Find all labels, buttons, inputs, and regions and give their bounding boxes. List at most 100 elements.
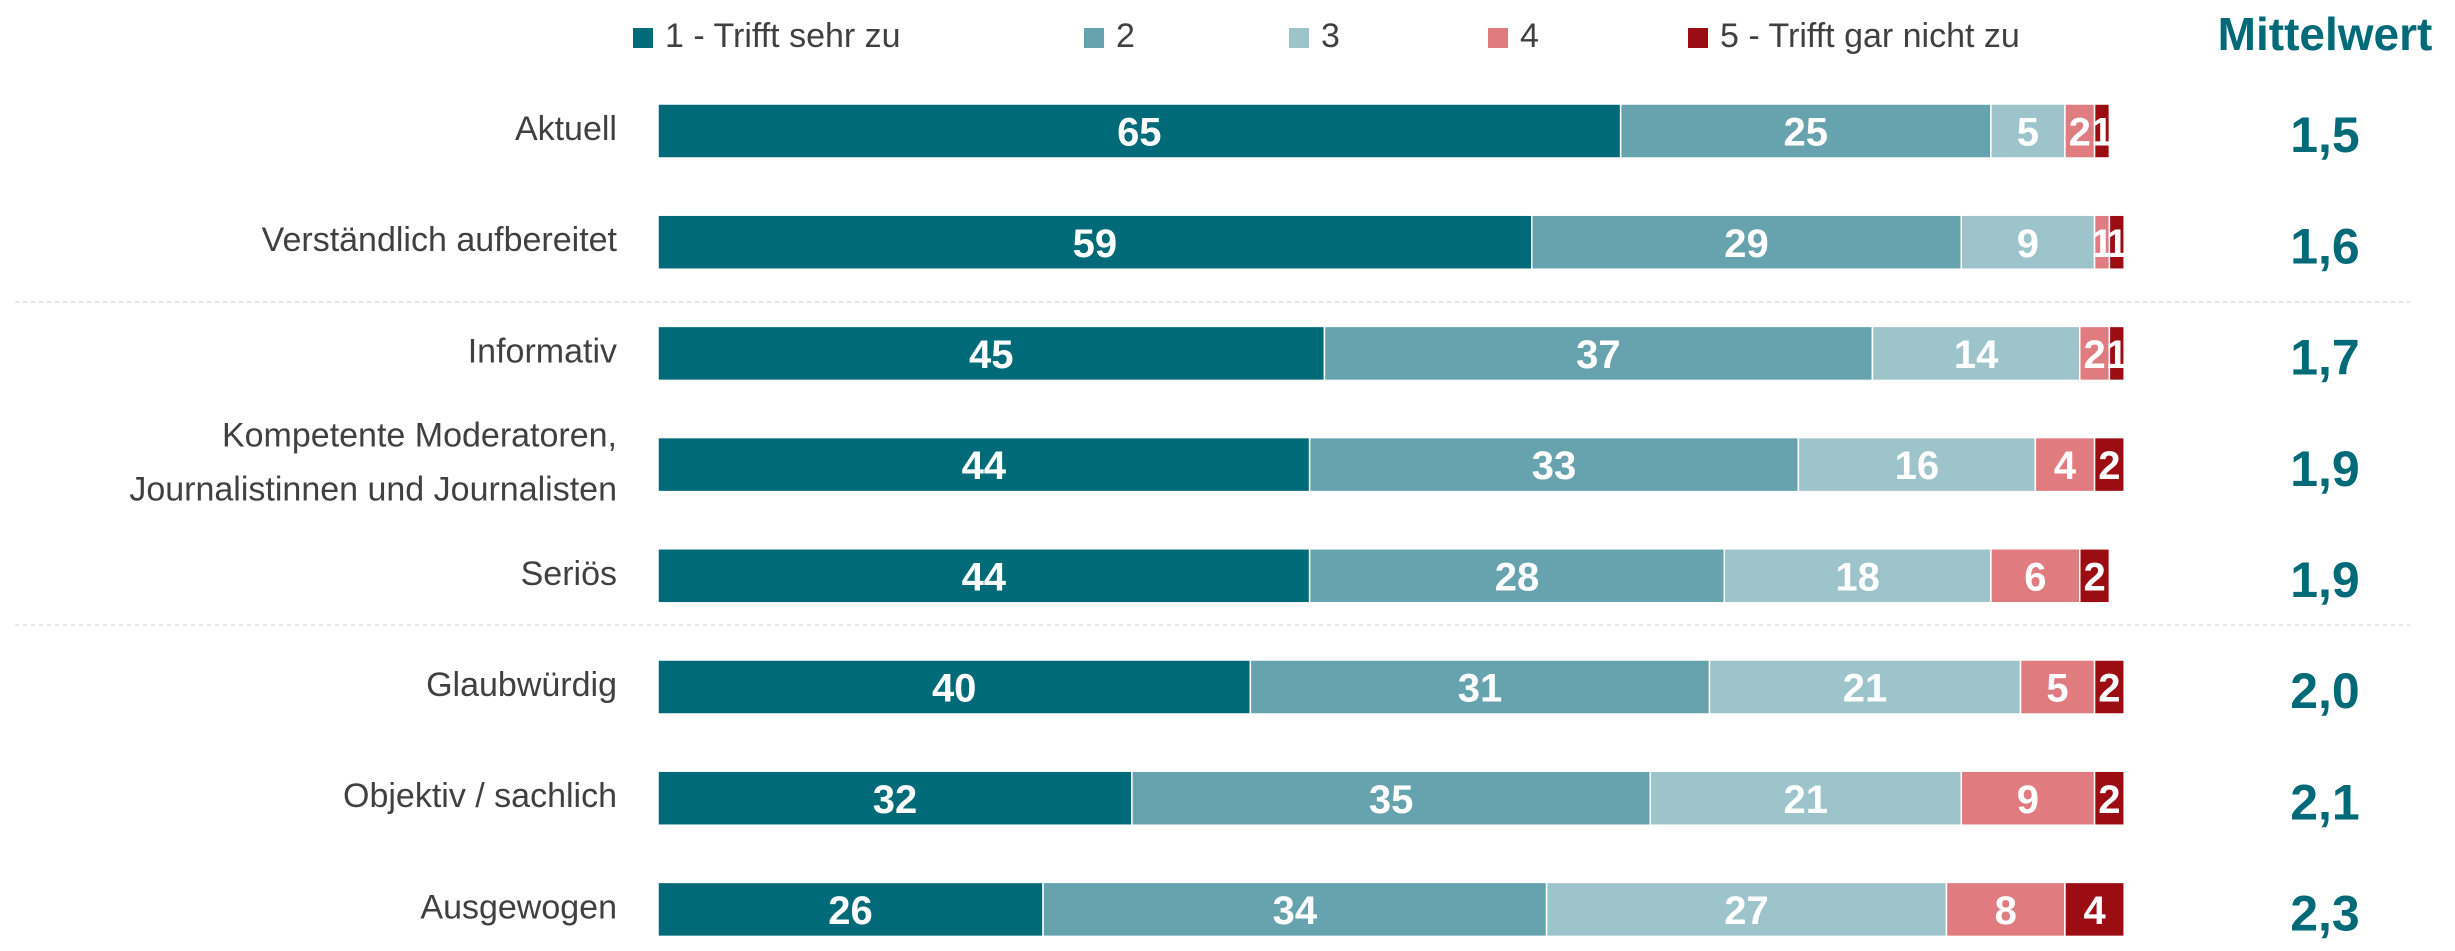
bar-segment — [2064, 103, 2096, 159]
data-label: 26 — [828, 889, 873, 933]
bar-segment — [1723, 548, 1992, 604]
bar-segment — [2019, 659, 2096, 715]
data-label: 27 — [1724, 889, 1769, 933]
data-label: 4 — [2083, 889, 2106, 933]
bar-segment — [1960, 214, 2096, 270]
data-label: 44 — [962, 555, 1007, 599]
bar-segment — [1990, 548, 2081, 604]
data-label: 2 — [2069, 111, 2091, 155]
data-label: 33 — [1532, 444, 1577, 488]
bar-segment — [2064, 881, 2125, 938]
data-label: 40 — [932, 667, 977, 711]
data-label: 21 — [1784, 778, 1829, 822]
category-label: Objektiv / sachlich — [343, 777, 617, 815]
data-label: 2 — [2083, 555, 2105, 599]
bar-segment — [1619, 103, 1992, 159]
category-label: Verständlich aufbereitet — [262, 221, 618, 259]
mean-title: Mittelwert — [2218, 8, 2433, 60]
bar-segment — [657, 659, 1252, 715]
bar-segment — [1871, 325, 2081, 382]
data-label: 28 — [1495, 555, 1540, 599]
data-label: 65 — [1117, 111, 1162, 155]
bar-segment — [657, 103, 1622, 159]
data-label: 5 — [2017, 111, 2039, 155]
legend-label: 1 - Trifft sehr zu — [665, 17, 901, 55]
legend-swatch — [1688, 28, 1708, 48]
legend-label: 2 — [1116, 17, 1135, 55]
data-label: 2 — [2083, 333, 2105, 377]
data-label: 1 — [2106, 333, 2128, 377]
bar-segment — [657, 325, 1326, 382]
bar-segment — [2093, 436, 2125, 493]
bar-segment — [657, 881, 1044, 938]
data-label: 44 — [962, 444, 1007, 488]
legend-swatch — [633, 28, 653, 48]
data-label: 45 — [969, 333, 1014, 377]
data-label: 1 — [2091, 111, 2113, 155]
category-label: Informativ — [468, 332, 617, 370]
data-label: 25 — [1784, 111, 1829, 155]
legend-label: 4 — [1520, 17, 1539, 55]
mean-value: 1,5 — [2290, 107, 2360, 163]
legend-label: 5 - Trifft gar nicht zu — [1720, 17, 2020, 55]
bar-segment — [657, 548, 1311, 604]
mean-value: 1,9 — [2290, 441, 2360, 497]
data-label: 8 — [1995, 889, 2017, 933]
data-label: 5 — [2046, 667, 2068, 711]
category-label: Ausgewogen — [420, 888, 617, 926]
category-label: Journalistinnen und Journalisten — [129, 471, 617, 509]
bar-segment — [1990, 103, 2066, 159]
bar-segment — [2093, 659, 2125, 715]
mean-value: 1,7 — [2290, 330, 2360, 386]
data-label: 32 — [873, 778, 918, 822]
data-label: 37 — [1576, 333, 1621, 377]
bar-segment — [1131, 770, 1652, 826]
mean-value: 2,1 — [2290, 774, 2360, 830]
bar-segment — [1308, 436, 1800, 493]
bar-segment — [2108, 214, 2125, 270]
data-label: 2 — [2098, 778, 2120, 822]
bar-segment — [2034, 436, 2096, 493]
bar-segment — [2079, 548, 2111, 604]
data-label: 31 — [1458, 667, 1503, 711]
category-label: Kompetente Moderatoren, — [222, 417, 617, 455]
data-label: 1 — [2106, 222, 2128, 266]
data-label: 18 — [1835, 555, 1880, 599]
legend-label: 3 — [1321, 17, 1340, 55]
data-label: 34 — [1273, 889, 1318, 933]
legend-swatch — [1289, 28, 1309, 48]
data-label: 2 — [2098, 667, 2120, 711]
bar-segment — [1249, 659, 1711, 715]
data-label: 35 — [1369, 778, 1414, 822]
category-label: Seriös — [521, 555, 617, 593]
data-label: 2 — [2098, 444, 2120, 488]
data-label: 16 — [1895, 444, 1940, 488]
mean-value: 1,9 — [2290, 552, 2360, 608]
bar-segment — [1797, 436, 2037, 493]
category-label: Glaubwürdig — [426, 666, 617, 704]
data-label: 29 — [1724, 222, 1769, 266]
data-label: 6 — [2024, 555, 2046, 599]
bar-segment — [2108, 325, 2125, 382]
data-label: 21 — [1843, 667, 1888, 711]
category-label: Aktuell — [515, 110, 617, 148]
mean-value: 1,6 — [2290, 218, 2360, 274]
bar-segment — [657, 436, 1311, 493]
bar-segment — [1649, 770, 1963, 826]
bar-segment — [657, 770, 1133, 826]
data-label: 14 — [1954, 333, 1999, 377]
bar-segment — [2093, 770, 2125, 826]
data-label: 4 — [2054, 444, 2077, 488]
mean-value: 2,0 — [2290, 663, 2360, 719]
data-label: 1 — [2091, 222, 2113, 266]
legend-swatch — [1084, 28, 1104, 48]
legend-swatch — [1488, 28, 1508, 48]
bar-segment — [1308, 548, 1726, 604]
data-label: 59 — [1073, 222, 1118, 266]
bar-segment — [1708, 659, 2022, 715]
bar-segment — [1545, 881, 1948, 938]
mean-value: 2,3 — [2290, 886, 2360, 942]
data-label: 9 — [2017, 222, 2039, 266]
data-label: 9 — [2017, 778, 2039, 822]
